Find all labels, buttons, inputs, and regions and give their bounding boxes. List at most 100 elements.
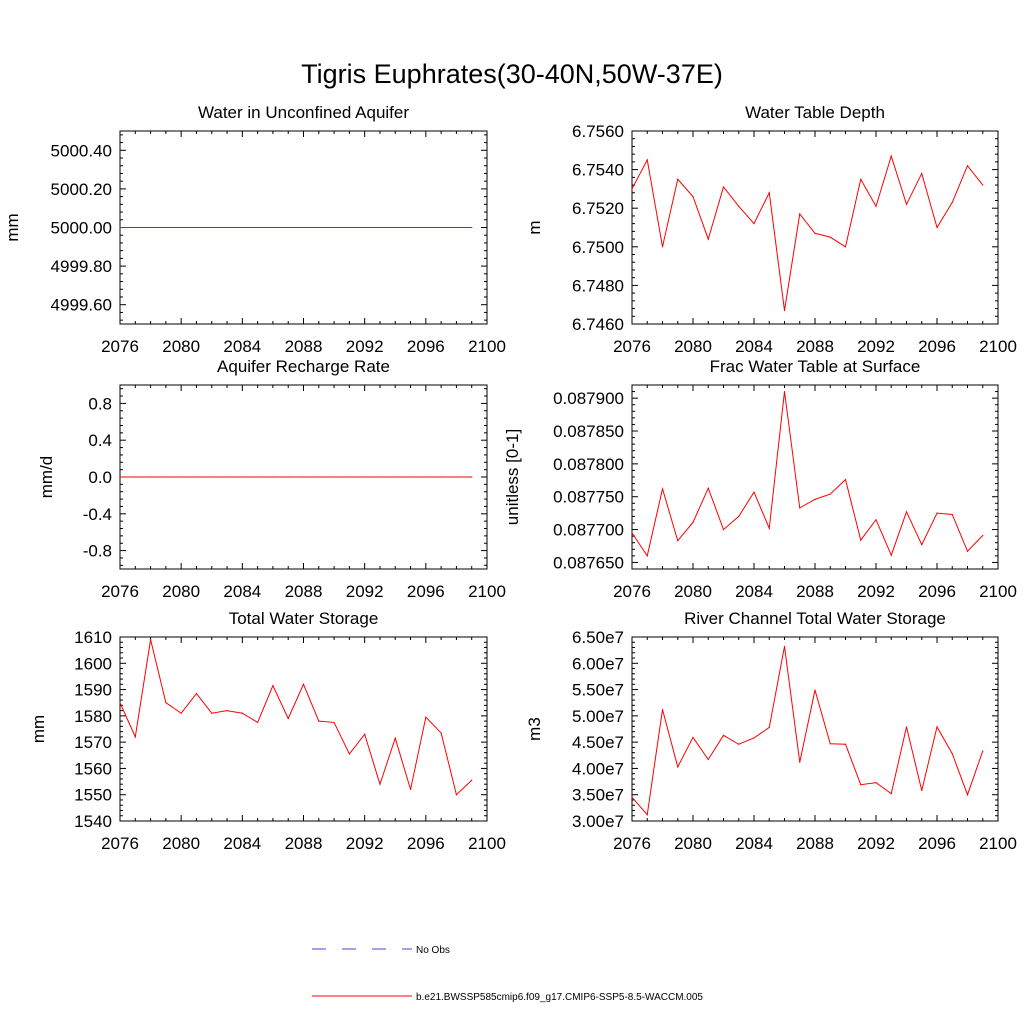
data-point (302, 226, 305, 229)
x-tick-label: 2100 (468, 337, 506, 356)
data-point (661, 708, 664, 711)
data-point (272, 476, 274, 478)
y-axis-label: mm/d (37, 456, 56, 499)
x-tick-label: 2092 (346, 834, 384, 853)
data-point (272, 226, 274, 229)
data-point (348, 753, 350, 755)
data-point (753, 223, 755, 225)
data-point (646, 555, 648, 557)
y-tick-label: 6.50e7 (572, 628, 624, 647)
chart-panel-6: River Channel Total Water Storage m3 2076 2… (525, 609, 1017, 853)
data-point (134, 476, 136, 478)
x-tick-label: 2092 (857, 337, 895, 356)
x-tick-label: 2080 (162, 582, 200, 601)
y-axis-label: unitless [0-1] (503, 429, 522, 525)
y-tick-label: 0.087900 (553, 389, 624, 408)
chart-panel-4: Frac Water Table at Surface unitless [0-1… (503, 357, 1017, 601)
x-tick-label: 2076 (101, 337, 139, 356)
data-point (409, 226, 412, 229)
data-point (921, 172, 923, 175)
data-point (348, 476, 350, 478)
legend-model-label: b.e21.BWSSP585cmip6.f09_g17.CMIP6-SSP5-8… (416, 992, 703, 1003)
x-tick-label: 2080 (674, 834, 712, 853)
y-tick-label: -0.4 (83, 505, 112, 524)
y-tick-label: 3.50e7 (572, 786, 624, 805)
data-point (287, 717, 289, 720)
y-tick-label: 0.8 (88, 394, 112, 413)
data-point (875, 782, 877, 784)
x-tick-label: 2084 (223, 337, 261, 356)
data-point (257, 226, 259, 229)
data-point (241, 476, 243, 478)
data-point (394, 226, 396, 229)
x-tick-label: 2100 (979, 834, 1017, 853)
x-tick-label: 2084 (223, 582, 261, 601)
legend-obs-label: No Obs (416, 945, 450, 956)
data-point (149, 226, 152, 229)
data-point (211, 226, 213, 229)
data-point (409, 476, 412, 478)
data-point (707, 758, 709, 761)
data-point (677, 766, 679, 768)
y-tick-label: 1540 (74, 812, 112, 831)
data-point (241, 712, 243, 714)
y-tick-label: 5.50e7 (572, 681, 624, 700)
data-point (119, 702, 121, 704)
x-tick-label: 2076 (101, 834, 139, 853)
chart-panel-5: Total Water Storage mm 2076 2080 2084 2088 209… (29, 609, 506, 853)
data-point (272, 685, 274, 687)
x-tick-label: 2084 (735, 582, 773, 601)
data-point (318, 476, 320, 478)
x-tick-label: 2096 (407, 582, 445, 601)
y-tick-label: 0.087800 (553, 455, 624, 474)
data-point (707, 238, 709, 240)
y-tick-label: 6.7540 (572, 161, 624, 180)
series-line-1 (631, 646, 984, 816)
data-point (226, 476, 228, 478)
data-point (982, 534, 984, 537)
x-tick-label: 2084 (223, 834, 261, 853)
data-point (471, 476, 473, 478)
y-tick-label: 6.7520 (572, 199, 624, 218)
x-tick-label: 2100 (979, 582, 1017, 601)
y-tick-label: 0.087750 (553, 488, 624, 507)
data-point (982, 184, 984, 186)
y-tick-label: 1590 (74, 681, 112, 700)
data-point (302, 683, 305, 685)
data-point (226, 226, 228, 229)
data-point (829, 493, 831, 495)
y-tick-label: 3.00e7 (572, 812, 624, 831)
data-point (180, 226, 182, 229)
data-point (814, 498, 816, 500)
data-point (783, 309, 786, 312)
x-tick-label: 2088 (796, 337, 834, 356)
legend: No Obs b.e21.BWSSP585cmip6.f09_g17.CMIP6… (312, 945, 703, 1003)
data-point (692, 521, 694, 523)
data-point (814, 232, 816, 234)
data-point (631, 188, 633, 190)
data-point (951, 753, 953, 755)
data-point (394, 476, 396, 478)
data-point (440, 476, 442, 478)
data-point (165, 476, 167, 478)
x-tick-label: 2092 (346, 582, 384, 601)
data-point (165, 702, 167, 704)
x-tick-label: 2080 (674, 582, 712, 601)
data-point (753, 737, 755, 739)
data-point (860, 784, 862, 786)
data-point (799, 507, 801, 509)
data-point (333, 476, 335, 478)
y-tick-label: 4999.80 (51, 257, 112, 276)
data-point (211, 476, 213, 478)
plot-frame (631, 384, 999, 570)
x-tick-label: 2076 (101, 582, 139, 601)
data-point (966, 165, 969, 167)
data-point (257, 476, 259, 478)
data-point (692, 196, 694, 198)
data-point (379, 476, 381, 478)
chart-title: Water Table Depth (745, 103, 885, 122)
data-point (149, 476, 152, 478)
plot-frame (631, 636, 999, 822)
data-point (211, 712, 213, 714)
